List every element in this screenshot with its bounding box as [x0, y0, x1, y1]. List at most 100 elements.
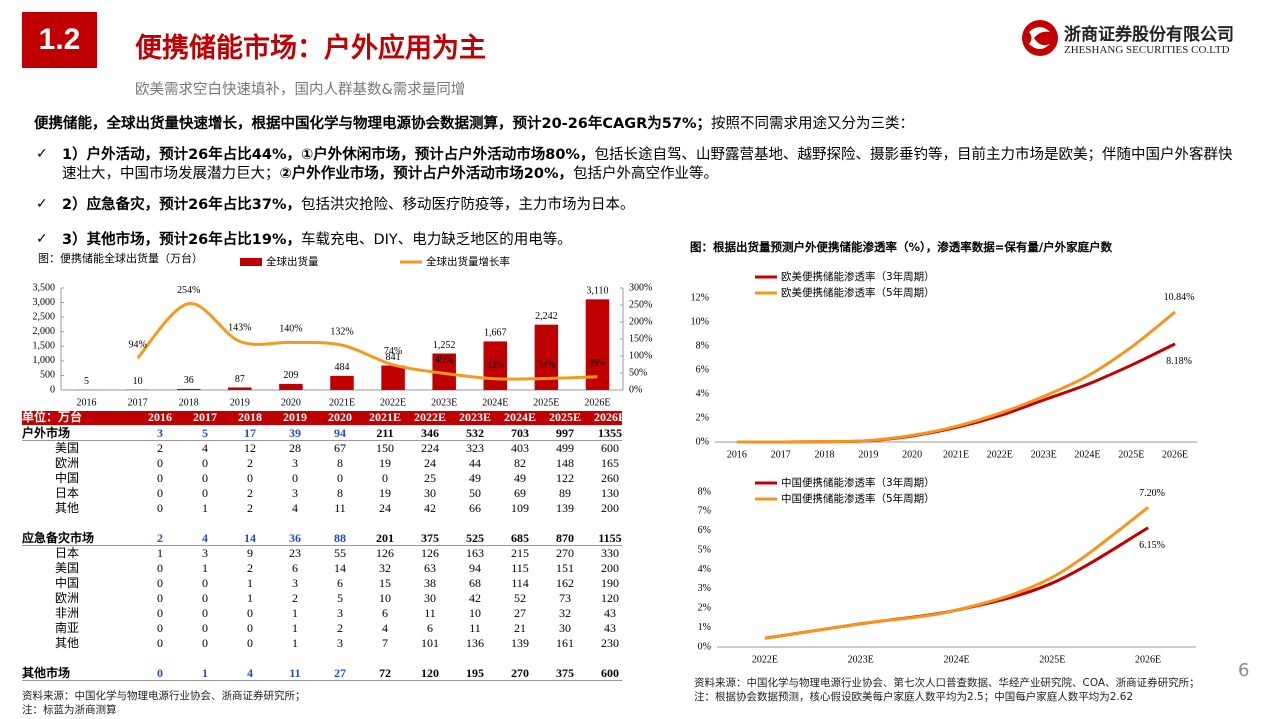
check-mark: ✓: [36, 146, 48, 162]
y-tick-label: 250%: [629, 299, 652, 310]
x-tick-label: 2025E: [533, 397, 559, 408]
bullet-text: ②户外作业市场，预计占户外活动市场20%，: [279, 166, 573, 182]
table-cell: 4: [382, 621, 388, 635]
table-cell: 39: [289, 426, 301, 440]
table-cell: 0: [247, 636, 253, 650]
table-cell: 2: [247, 456, 253, 470]
table-cell: 162: [556, 576, 574, 590]
page-number: 6: [1238, 660, 1250, 681]
data-label: 36: [184, 375, 194, 386]
table-cell: 3: [337, 606, 343, 620]
table-cell: 120: [601, 591, 619, 605]
table-cell: 2: [157, 531, 163, 545]
data-label: 7.20%: [1139, 488, 1165, 499]
table-cell: 330: [601, 546, 619, 560]
table-cell: 1: [247, 591, 253, 605]
table-cell: 21: [514, 621, 526, 635]
table-cell: 0: [337, 471, 343, 485]
bullet-text: 3）其他市场，预计26年占比19%，: [62, 232, 301, 248]
table-cell: 0: [157, 636, 163, 650]
y-tick-label: 50%: [629, 367, 647, 378]
table-cell: 69: [514, 486, 526, 500]
row-rule: [22, 545, 622, 546]
table-cell: 50: [469, 486, 481, 500]
data-label: 33%: [486, 360, 504, 371]
table-cell: 115: [511, 561, 529, 575]
table-cell: 67: [334, 441, 346, 455]
data-label: 140%: [279, 324, 302, 335]
data-label: 209: [283, 370, 298, 381]
data-label: 484: [335, 362, 350, 373]
bullet: 3）其他市场，预计26年占比19%，车载充电、DIY、电力缺乏地区的用电等。: [62, 231, 1242, 250]
table-cell: 0: [202, 621, 208, 635]
table-cell: 27: [334, 666, 346, 680]
table-cell: 0: [157, 486, 163, 500]
table-cell: 2: [157, 441, 163, 455]
x-tick-label: 2017: [128, 397, 148, 408]
y-tick-label: 2%: [698, 603, 711, 614]
table-cell: 0: [157, 501, 163, 515]
table-cell: 30: [424, 486, 436, 500]
table-header: 2018: [238, 410, 262, 424]
bar: [381, 365, 405, 390]
table-cell: 139: [556, 501, 574, 515]
table-cell: 150: [376, 441, 394, 455]
table-cell: 0: [202, 591, 208, 605]
table-cell: 0: [157, 621, 163, 635]
x-tick-label: 2022E: [380, 397, 406, 408]
table-cell: 190: [601, 576, 619, 590]
table-cell: 0: [247, 621, 253, 635]
table-cell: 201: [376, 531, 394, 545]
bar: [330, 375, 354, 390]
data-label: 94%: [128, 339, 146, 350]
table-cell: 703: [511, 426, 529, 440]
x-tick-label: 2026E: [1162, 449, 1188, 460]
data-label: 841: [386, 352, 401, 363]
table-cell: 30: [559, 621, 571, 635]
x-tick-label: 2025E: [1118, 449, 1144, 460]
shipment-chart: 0 500 1,000 1,500 2,000 2,500 3,000 3,500 0% 50% 1…: [33, 251, 653, 408]
table-cell: 200: [601, 501, 619, 515]
row-label: 日本: [54, 546, 79, 560]
table-cell: 375: [421, 531, 439, 545]
row-label: 非洲: [54, 606, 79, 620]
y-tick-label: 4%: [698, 564, 711, 575]
note: 资料来源：中国化学与物理电源行业协会、浙商证券研究所；: [22, 690, 306, 702]
row-label: 美国: [54, 561, 79, 575]
table-cell: 4: [292, 501, 298, 515]
table-cell: 4: [202, 531, 208, 545]
row-label: 日本: [54, 486, 79, 500]
data-label: 10: [133, 376, 143, 387]
y-tick-label: 3%: [698, 583, 711, 594]
table-cell: 27: [514, 606, 526, 620]
legend-swatch: [240, 258, 262, 266]
table-cell: 165: [601, 456, 619, 470]
table-cell: 525: [466, 531, 484, 545]
chart-title: 图：根据出货量预测户外便携储能渗透率（%），渗透率数据=保有量/户外家庭户数: [690, 240, 1113, 254]
table-cell: 0: [157, 591, 163, 605]
table-cell: 532: [466, 426, 484, 440]
table-cell: 0: [202, 486, 208, 500]
table-cell: 211: [376, 426, 394, 440]
row-label: 美国: [54, 441, 79, 455]
table-cell: 1: [292, 606, 298, 620]
x-tick-label: 2022E: [752, 654, 778, 665]
table-cell: 8: [337, 456, 343, 470]
line: [136, 302, 598, 381]
y-tick-label: 2%: [696, 412, 709, 423]
table-cell: 136: [466, 636, 484, 650]
y-tick-label: 6%: [696, 364, 709, 375]
table-cell: 122: [556, 471, 574, 485]
y-tick-label: 200%: [629, 316, 652, 327]
row-label: 户外市场: [22, 426, 71, 440]
x-tick-label: 2021E: [943, 449, 969, 460]
subtitle: 欧美需求空白快速填补，国内人群基数&需求量同增: [135, 82, 466, 98]
table-cell: 1: [247, 576, 253, 590]
table-cell: 163: [466, 546, 484, 560]
data-label: 39%: [588, 358, 606, 369]
company-name-en: ZHESHANG SECURITIES CO.LTD: [1064, 44, 1230, 56]
table-cell: 88: [334, 531, 346, 545]
table-cell: 0: [202, 471, 208, 485]
table-cell: 0: [202, 456, 208, 470]
table-cell: 403: [511, 441, 529, 455]
